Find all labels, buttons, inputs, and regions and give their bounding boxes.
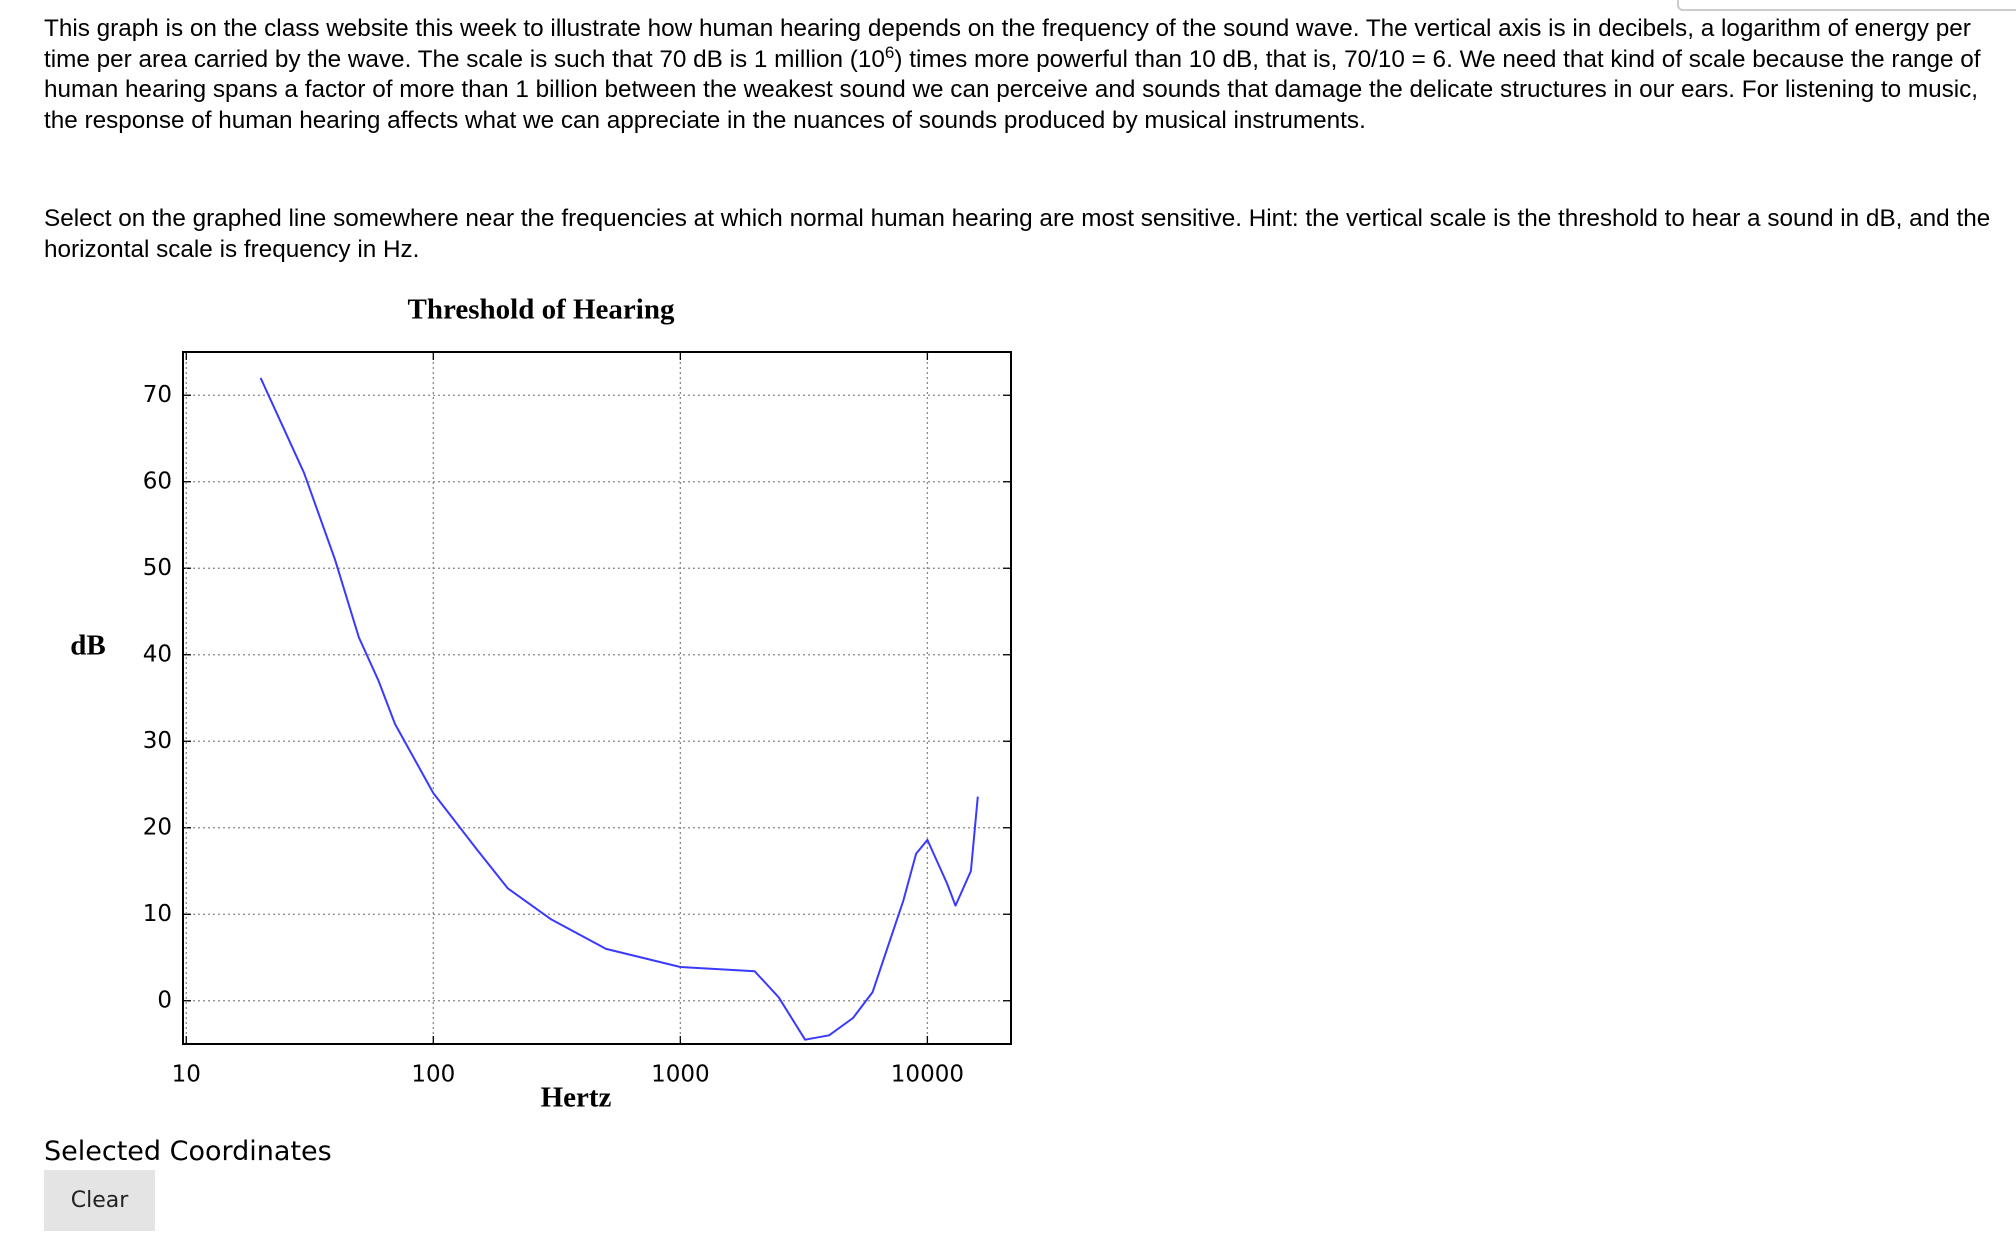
selected-coordinates-label: Selected Coordinates xyxy=(44,1136,332,1167)
x-tick-label: 100 xyxy=(411,1062,455,1088)
plot-background xyxy=(183,352,1011,1044)
y-tick-label: 0 xyxy=(157,987,172,1013)
text: ) times more powerful than 10 dB, that i… xyxy=(44,45,1981,134)
y-tick-label: 40 xyxy=(143,641,172,667)
x-tick-label: 10000 xyxy=(891,1062,964,1088)
x-axis-label: Hertz xyxy=(541,1082,612,1114)
threshold-curve[interactable] xyxy=(259,377,979,1041)
intro-paragraph: This graph is on the class website this … xyxy=(44,14,2004,136)
instruction: Select on the graphed line somewhere nea… xyxy=(44,205,1991,263)
x-tick-label: 1000 xyxy=(651,1062,710,1088)
y-tick-label: 10 xyxy=(143,901,172,927)
text: This graph is on the class website this … xyxy=(44,15,1971,73)
clear-button[interactable]: Clear xyxy=(44,1170,155,1231)
plot-frame xyxy=(182,351,1012,1045)
panel-edge xyxy=(1677,0,2016,11)
y-tick-label: 60 xyxy=(143,468,172,494)
y-tick-label: 30 xyxy=(143,728,172,754)
superscript: 6 xyxy=(884,42,895,62)
chart-title: Threshold of Hearing xyxy=(408,294,675,326)
y-axis-label: dB xyxy=(70,630,105,662)
y-tick-label: 70 xyxy=(143,382,172,408)
y-tick-label: 20 xyxy=(143,814,172,840)
y-tick-label: 50 xyxy=(143,555,172,581)
x-tick-label: 10 xyxy=(172,1062,201,1088)
